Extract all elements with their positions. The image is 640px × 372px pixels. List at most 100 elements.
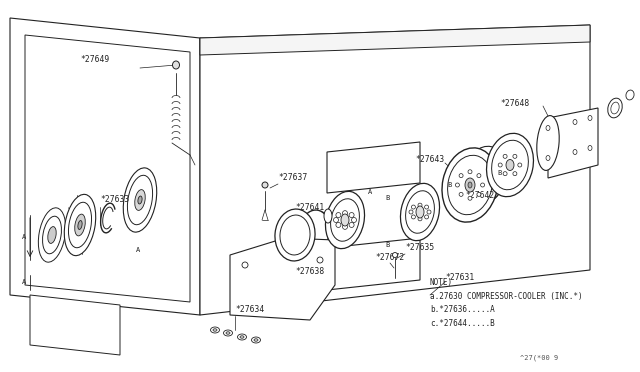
Ellipse shape	[459, 174, 463, 178]
Text: *27648: *27648	[500, 99, 529, 108]
Text: *27642: *27642	[465, 190, 494, 199]
Ellipse shape	[626, 90, 634, 100]
Ellipse shape	[324, 209, 332, 223]
Text: c.*27644.....B: c.*27644.....B	[430, 320, 495, 328]
Ellipse shape	[336, 222, 341, 227]
Ellipse shape	[506, 160, 514, 170]
Text: B: B	[498, 170, 502, 176]
Ellipse shape	[127, 175, 152, 225]
Text: *27633: *27633	[100, 196, 129, 205]
Ellipse shape	[392, 253, 397, 257]
Ellipse shape	[254, 339, 258, 341]
Ellipse shape	[333, 218, 339, 222]
Ellipse shape	[242, 262, 248, 268]
Ellipse shape	[503, 154, 507, 158]
Ellipse shape	[424, 215, 429, 219]
Ellipse shape	[226, 332, 230, 334]
Ellipse shape	[211, 327, 220, 333]
Text: *27649: *27649	[80, 55, 109, 64]
Ellipse shape	[486, 133, 534, 197]
Ellipse shape	[349, 222, 354, 227]
Ellipse shape	[342, 211, 348, 216]
Ellipse shape	[336, 212, 341, 218]
Ellipse shape	[573, 119, 577, 125]
Ellipse shape	[468, 196, 472, 200]
Ellipse shape	[424, 205, 429, 209]
Text: ^27(*00 9: ^27(*00 9	[520, 355, 558, 361]
Ellipse shape	[513, 171, 517, 176]
Ellipse shape	[573, 150, 577, 154]
Polygon shape	[200, 25, 590, 315]
Text: A: A	[22, 279, 26, 285]
Ellipse shape	[331, 199, 360, 241]
Ellipse shape	[492, 140, 529, 190]
Ellipse shape	[341, 214, 349, 226]
Ellipse shape	[418, 217, 422, 221]
Ellipse shape	[342, 224, 348, 230]
Text: A: A	[136, 247, 140, 253]
Text: B: B	[448, 182, 452, 188]
Ellipse shape	[135, 190, 145, 211]
Ellipse shape	[503, 171, 507, 176]
Polygon shape	[548, 108, 598, 178]
Ellipse shape	[468, 170, 472, 174]
Ellipse shape	[68, 202, 92, 248]
Ellipse shape	[48, 227, 56, 243]
Ellipse shape	[326, 191, 365, 248]
Ellipse shape	[477, 192, 481, 196]
Ellipse shape	[213, 329, 217, 331]
Polygon shape	[200, 25, 590, 55]
Text: A: A	[368, 189, 372, 195]
Ellipse shape	[78, 221, 82, 230]
Ellipse shape	[64, 194, 96, 256]
Text: NOTE): NOTE)	[430, 278, 453, 286]
Ellipse shape	[42, 216, 61, 254]
Ellipse shape	[173, 61, 179, 69]
Ellipse shape	[240, 336, 244, 338]
Ellipse shape	[477, 174, 481, 178]
Ellipse shape	[138, 196, 142, 204]
Ellipse shape	[427, 210, 431, 214]
Ellipse shape	[237, 334, 246, 340]
Polygon shape	[327, 142, 420, 193]
Polygon shape	[327, 238, 420, 290]
Ellipse shape	[38, 208, 66, 262]
Ellipse shape	[412, 215, 415, 219]
Ellipse shape	[611, 102, 619, 114]
Ellipse shape	[468, 182, 472, 188]
Text: *27631: *27631	[445, 273, 474, 282]
Polygon shape	[230, 238, 335, 320]
Ellipse shape	[588, 145, 592, 151]
Text: B: B	[385, 242, 389, 248]
Text: *27635: *27635	[405, 244, 435, 253]
Ellipse shape	[513, 154, 517, 158]
Ellipse shape	[351, 218, 356, 222]
Ellipse shape	[481, 183, 484, 187]
Text: *27637: *27637	[278, 173, 307, 183]
Ellipse shape	[124, 168, 157, 232]
Polygon shape	[10, 18, 200, 315]
Ellipse shape	[409, 210, 413, 214]
Ellipse shape	[546, 125, 550, 131]
Ellipse shape	[252, 337, 260, 343]
Text: *27638: *27638	[295, 267, 324, 276]
Polygon shape	[25, 35, 190, 302]
Ellipse shape	[275, 209, 315, 261]
Text: *27634: *27634	[235, 305, 264, 314]
Ellipse shape	[75, 214, 85, 236]
Text: B: B	[385, 195, 389, 201]
Ellipse shape	[465, 178, 475, 192]
Text: a.27630 COMPRESSOR-COOLER (INC.*): a.27630 COMPRESSOR-COOLER (INC.*)	[430, 292, 582, 301]
Ellipse shape	[349, 212, 354, 218]
Ellipse shape	[412, 205, 415, 209]
Ellipse shape	[280, 215, 310, 255]
Ellipse shape	[518, 163, 522, 167]
Ellipse shape	[546, 155, 550, 160]
Ellipse shape	[608, 98, 622, 118]
Ellipse shape	[401, 183, 440, 241]
Text: A: A	[22, 234, 26, 240]
Ellipse shape	[459, 192, 463, 196]
Ellipse shape	[447, 155, 492, 215]
Ellipse shape	[588, 115, 592, 121]
Ellipse shape	[223, 330, 232, 336]
